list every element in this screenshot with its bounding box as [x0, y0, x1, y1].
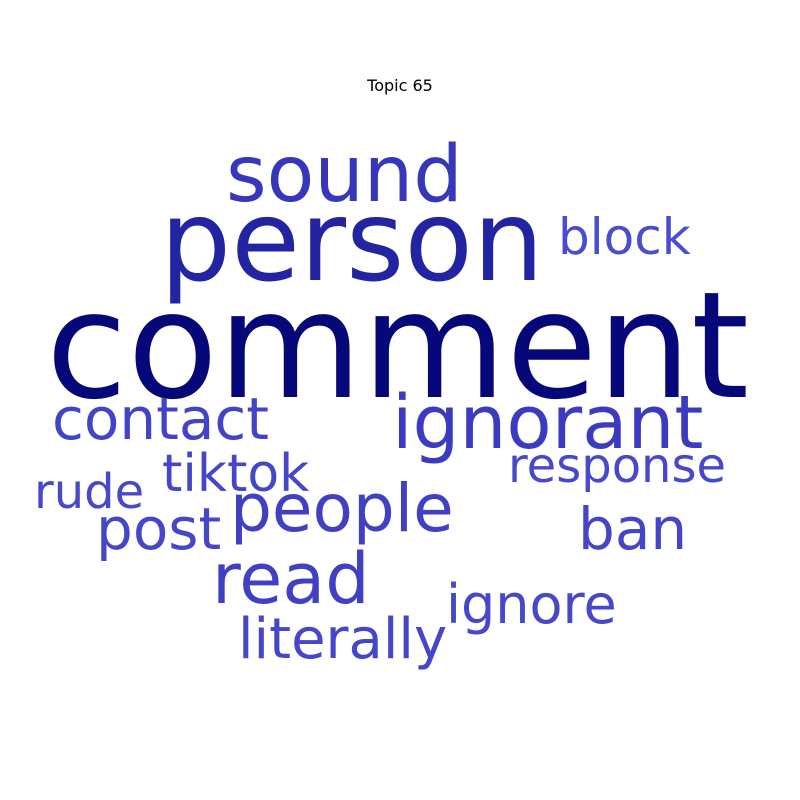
- word-literally: literally: [238, 607, 448, 672]
- word-sound: sound: [226, 130, 463, 220]
- word-person: person: [160, 177, 544, 307]
- word-block: block: [558, 208, 691, 266]
- word-contact: contact: [52, 385, 270, 453]
- word-tiktok: tiktok: [162, 444, 310, 504]
- word-read: read: [212, 538, 370, 620]
- word-rude: rude: [34, 464, 145, 520]
- word-people: people: [230, 470, 454, 547]
- word-ignorant: ignorant: [392, 380, 704, 466]
- word-ignore: ignore: [446, 573, 617, 636]
- word-comment: comment: [46, 260, 750, 432]
- word-post: post: [96, 495, 222, 563]
- chart-title: Topic 65: [367, 76, 433, 95]
- word-ban: ban: [578, 495, 688, 563]
- word-response: response: [508, 438, 727, 494]
